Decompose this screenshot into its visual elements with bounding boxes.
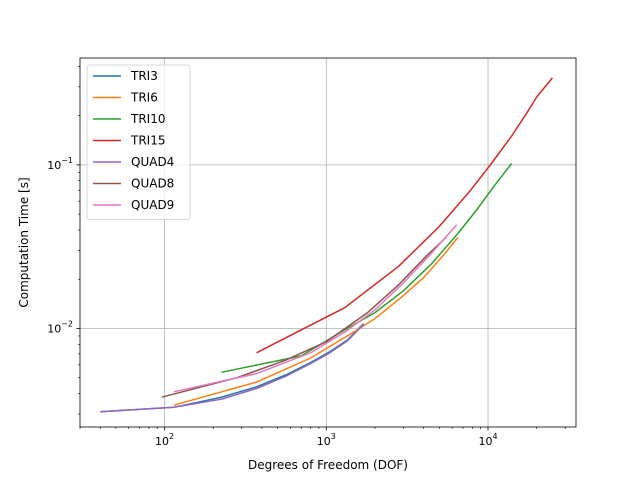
x-tick-label: 103 [317,432,336,448]
series-line-quad8 [161,236,447,398]
x-tick-label: 104 [478,432,497,448]
legend-label-tri6: TRI6 [130,91,158,105]
axes-frame [79,57,577,428]
legend-label-tri10: TRI10 [130,112,165,126]
legend-box [86,64,191,220]
legend-label-quad4: QUAD4 [131,155,174,169]
major-ticks: 102 103 104 10−2 10−1 [47,156,497,448]
x-axis-label: Degrees of Freedom (DOF) [248,458,408,472]
legend: TRI3 TRI6 TRI10 TRI15 QUAD4 QUAD8 QUAD9 [86,64,191,220]
series-line-tri6 [173,237,459,406]
series-layer [100,77,553,413]
series-line-tri15 [256,77,553,354]
series-line-quad9 [173,224,458,393]
y-tick-label: 10−1 [47,156,73,172]
y-tick-label: 10−2 [47,319,73,335]
legend-label-quad8: QUAD8 [131,177,174,191]
legend-label-tri15: TRI15 [130,134,165,148]
legend-label-tri3: TRI3 [130,69,158,83]
series-line-quad4 [100,323,365,413]
x-tick-label: 102 [155,432,174,448]
legend-label-quad9: QUAD9 [131,198,174,212]
y-axis-label: Computation Time [s] [17,177,31,307]
